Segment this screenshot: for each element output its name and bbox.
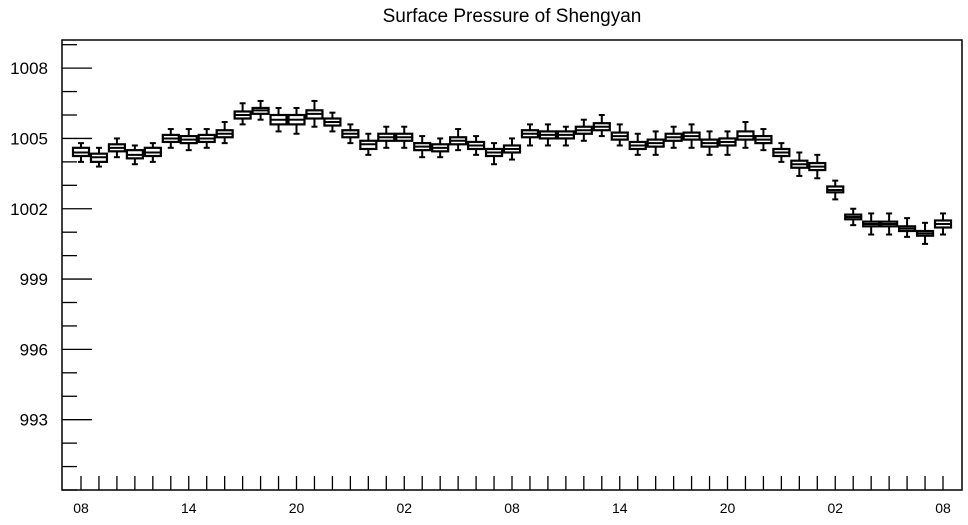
y-tick-label: 999 bbox=[20, 270, 48, 289]
box-42 bbox=[826, 179, 845, 201]
box-17 bbox=[377, 125, 396, 149]
box-8 bbox=[215, 121, 234, 145]
box-10 bbox=[251, 99, 270, 121]
y-tick-label: 1008 bbox=[10, 59, 48, 78]
y-tick-label: 1002 bbox=[10, 200, 48, 219]
box-39 bbox=[772, 142, 791, 163]
box-37 bbox=[736, 121, 755, 149]
box-25 bbox=[520, 123, 540, 147]
box-3 bbox=[125, 144, 144, 166]
box-14 bbox=[323, 111, 342, 133]
box-23 bbox=[484, 142, 504, 166]
box-0 bbox=[71, 142, 91, 163]
box-6 bbox=[179, 128, 198, 152]
box-15 bbox=[341, 123, 360, 145]
x-tick-label: 14 bbox=[612, 500, 628, 516]
box-20 bbox=[431, 137, 450, 159]
box-27 bbox=[556, 125, 575, 147]
box-31 bbox=[628, 132, 647, 156]
box-45 bbox=[880, 212, 899, 236]
box-32 bbox=[646, 130, 665, 156]
box-38 bbox=[754, 128, 773, 152]
x-tick-label: 08 bbox=[73, 500, 89, 516]
box-47 bbox=[915, 221, 935, 245]
x-tick-label: 02 bbox=[827, 500, 843, 516]
box-44 bbox=[862, 212, 881, 236]
box-43 bbox=[844, 207, 863, 227]
box-40 bbox=[790, 151, 809, 177]
box-12 bbox=[287, 106, 306, 135]
x-tick-label: 14 bbox=[181, 500, 197, 516]
box-24 bbox=[502, 137, 522, 161]
box-16 bbox=[359, 132, 378, 156]
box-21 bbox=[449, 128, 468, 152]
box-13 bbox=[305, 99, 324, 128]
box-35 bbox=[700, 130, 719, 156]
box-46 bbox=[897, 217, 917, 238]
box-26 bbox=[538, 123, 558, 147]
y-tick-label: 996 bbox=[20, 340, 48, 359]
box-2 bbox=[107, 137, 127, 159]
box-9 bbox=[233, 102, 252, 126]
x-tick-label: 02 bbox=[396, 500, 412, 516]
x-tick-label: 08 bbox=[935, 500, 951, 516]
box-1 bbox=[89, 146, 109, 168]
plot-frame bbox=[61, 39, 963, 491]
y-tick-label: 993 bbox=[20, 411, 48, 430]
box-41 bbox=[808, 153, 827, 180]
x-tick-label: 08 bbox=[504, 500, 520, 516]
box-5 bbox=[161, 128, 180, 149]
box-22 bbox=[466, 135, 486, 156]
box-30 bbox=[610, 123, 629, 147]
box-34 bbox=[682, 123, 701, 149]
box-33 bbox=[664, 125, 683, 149]
x-tick-label: 20 bbox=[720, 500, 736, 516]
box-18 bbox=[395, 125, 414, 149]
box-29 bbox=[592, 114, 611, 138]
box-4 bbox=[143, 142, 162, 163]
box-28 bbox=[574, 118, 593, 142]
box-48 bbox=[933, 212, 953, 236]
box-11 bbox=[269, 106, 288, 133]
box-19 bbox=[413, 135, 432, 159]
y-tick-label: 1005 bbox=[10, 129, 48, 148]
chart-title: Surface Pressure of Shengyan bbox=[383, 6, 642, 27]
x-tick-label: 20 bbox=[289, 500, 305, 516]
box-7 bbox=[197, 128, 216, 149]
box-36 bbox=[718, 130, 737, 156]
